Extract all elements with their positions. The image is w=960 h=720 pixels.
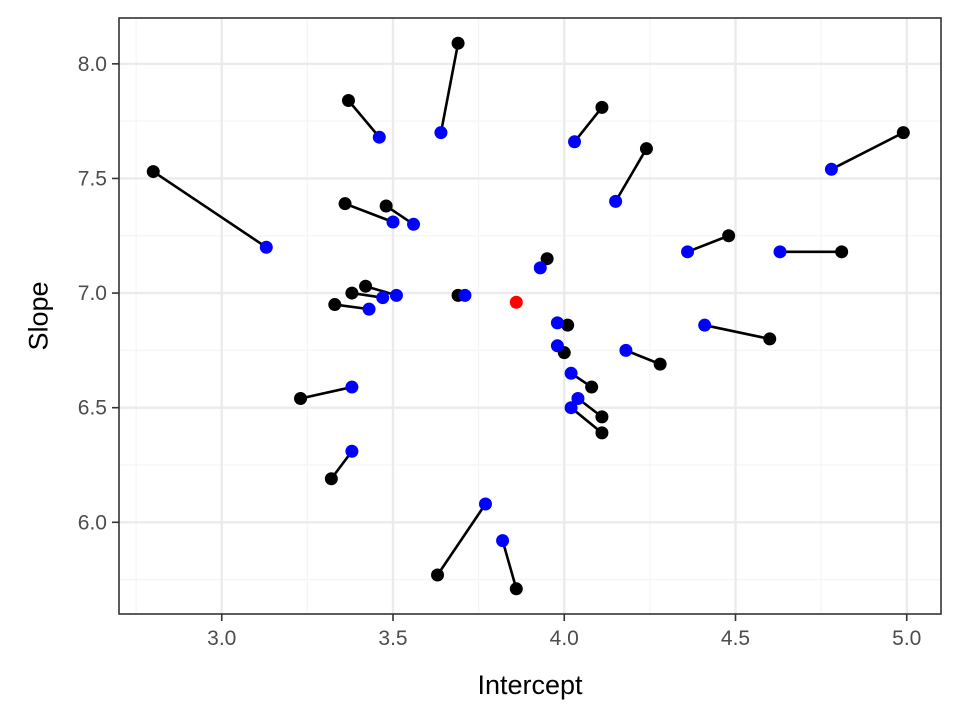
segment-line bbox=[347, 99, 381, 139]
shrunk-point bbox=[681, 245, 695, 259]
segment-line bbox=[439, 42, 460, 133]
shrunk-point bbox=[407, 217, 421, 231]
axes: 3.0 3.5 4.0 4.5 5.0 6.0 6.5 7.0 7.5 8.0 bbox=[78, 53, 922, 650]
shrunk-point bbox=[345, 444, 359, 458]
original-point bbox=[451, 36, 465, 50]
shrunk-point bbox=[376, 291, 390, 305]
original-point bbox=[653, 357, 667, 371]
original-point bbox=[722, 229, 736, 243]
original-point bbox=[896, 126, 910, 140]
shrunk-point bbox=[609, 194, 623, 208]
segment-line bbox=[614, 148, 648, 203]
original-point bbox=[328, 298, 342, 312]
shrunk-point bbox=[550, 316, 564, 330]
segment-line bbox=[573, 106, 603, 143]
y-tick-label: 6.0 bbox=[78, 511, 107, 534]
plot-panel-border bbox=[118, 17, 942, 615]
segment-line bbox=[436, 503, 487, 576]
segment-line bbox=[687, 234, 730, 254]
original-point bbox=[345, 286, 359, 300]
segment-line bbox=[300, 385, 353, 400]
y-tick-label: 7.5 bbox=[78, 167, 107, 190]
segment-line bbox=[152, 170, 267, 249]
original-point bbox=[294, 392, 308, 406]
original-point bbox=[763, 332, 777, 346]
shrunk-point bbox=[824, 162, 838, 176]
shrunk-point bbox=[533, 261, 547, 275]
shrunk-point bbox=[345, 380, 359, 394]
shrunk-point bbox=[389, 288, 403, 302]
segment-line bbox=[704, 323, 771, 341]
segment-line bbox=[570, 406, 603, 434]
original-point bbox=[146, 165, 160, 179]
data-points bbox=[146, 36, 910, 596]
y-tick-label: 6.5 bbox=[78, 397, 107, 420]
original-point bbox=[341, 94, 355, 108]
original-point bbox=[359, 279, 373, 293]
original-point bbox=[835, 245, 849, 259]
original-point bbox=[639, 142, 653, 156]
x-axis-title: Intercept bbox=[477, 670, 583, 700]
shrunk-point bbox=[698, 318, 712, 332]
shrunk-point bbox=[362, 302, 376, 316]
y-tick-label: 8.0 bbox=[78, 53, 107, 76]
x-tick-label: 4.0 bbox=[550, 627, 579, 650]
x-tick-label: 4.5 bbox=[721, 627, 750, 650]
x-tick-label: 3.5 bbox=[378, 627, 407, 650]
original-point bbox=[595, 410, 609, 424]
original-point bbox=[509, 582, 523, 596]
y-axis-title: Slope bbox=[23, 281, 53, 350]
shrunk-point bbox=[386, 215, 400, 229]
center-point bbox=[509, 295, 523, 309]
y-tick-label: 7.0 bbox=[78, 282, 107, 305]
shrunk-point bbox=[550, 339, 564, 353]
original-point bbox=[561, 318, 575, 332]
shrunk-point bbox=[568, 135, 582, 149]
original-point bbox=[338, 197, 352, 211]
x-tick-label: 5.0 bbox=[892, 627, 921, 650]
shrunk-point bbox=[496, 534, 510, 548]
grid-lines bbox=[119, 18, 941, 614]
shrunk-point bbox=[564, 366, 578, 380]
original-point bbox=[595, 426, 609, 440]
original-point bbox=[595, 100, 609, 114]
segment-line bbox=[501, 540, 518, 590]
shrunk-point bbox=[372, 130, 386, 144]
x-tick-label: 3.0 bbox=[207, 627, 236, 650]
original-point bbox=[585, 380, 599, 394]
shrunk-point bbox=[458, 288, 472, 302]
shrunk-point bbox=[478, 497, 492, 511]
original-point bbox=[540, 252, 554, 266]
segment-line bbox=[830, 131, 904, 171]
shrunk-point bbox=[259, 240, 273, 254]
segment-line bbox=[344, 202, 394, 224]
original-point bbox=[431, 568, 445, 582]
original-point bbox=[379, 199, 393, 213]
shrunk-point bbox=[564, 401, 578, 415]
shrunk-point bbox=[619, 343, 633, 357]
shrinkage-segments bbox=[152, 42, 904, 590]
shrunk-point bbox=[434, 126, 448, 140]
original-point bbox=[324, 472, 338, 486]
shrunk-point bbox=[773, 245, 787, 259]
shrunk-point bbox=[571, 392, 585, 406]
